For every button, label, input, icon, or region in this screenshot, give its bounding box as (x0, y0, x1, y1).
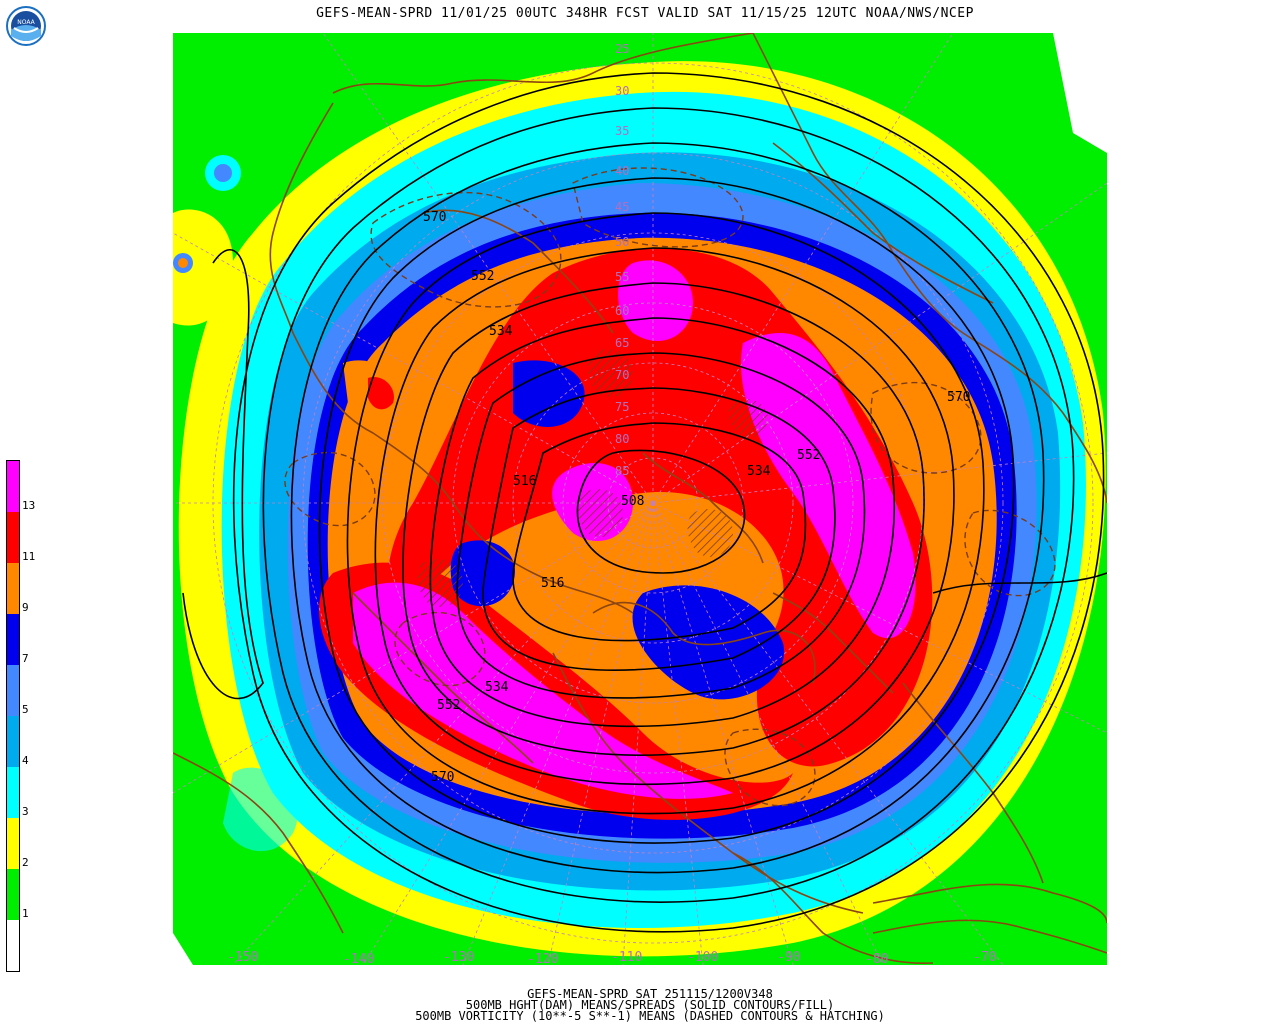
longitude-label: -120 (527, 952, 558, 965)
noaa-logo-icon: NOAA (6, 6, 46, 46)
colorbar-label: 7 (22, 652, 29, 665)
colorbar-swatch (7, 512, 19, 563)
colorbar-label: 9 (22, 601, 29, 614)
colorbar-swatch (7, 614, 19, 665)
colorbar-swatch (7, 920, 19, 971)
longitude-label: -130 (443, 950, 474, 965)
vorticity-hatching (417, 349, 768, 607)
chart-title: GEFS-MEAN-SPRD 11/01/25 00UTC 348HR FCST… (316, 6, 974, 21)
contour-label: 570 (431, 770, 454, 785)
colorbar-swatch (7, 767, 19, 818)
longitude-label: -140 (343, 952, 374, 965)
svg-text:NOAA: NOAA (17, 19, 35, 26)
vorticity-dashed-contours (284, 167, 1056, 807)
latitude-label: 35 (615, 124, 629, 138)
contour-label: 570 (423, 210, 446, 225)
latitude-label: 60 (615, 304, 629, 318)
latitude-label: 55 (615, 270, 629, 284)
latitude-label: 50 (615, 235, 629, 249)
latitude-label: 70 (615, 368, 629, 382)
latitude-labels: 25 30 35 40 45 50 55 60 65 70 75 80 85 (615, 42, 629, 478)
contour-label: 552 (797, 448, 820, 463)
colorbar-label: 2 (22, 856, 29, 869)
contour-label: 534 (489, 324, 513, 339)
longitude-label: -110 (611, 950, 642, 965)
latitude-label: 65 (615, 336, 629, 350)
longitude-label: -70 (973, 950, 996, 965)
longitude-label: -80 (865, 952, 888, 965)
contour-label: 552 (437, 698, 460, 713)
colorbar-label: 4 (22, 754, 29, 767)
longitude-label: -90 (777, 950, 800, 965)
caption-line-2: 500MB HGHT(DAM) MEANS/SPREADS (SOLID CON… (465, 998, 835, 1012)
latitude-label: 75 (615, 400, 629, 414)
latitude-label: 45 (615, 200, 629, 214)
colorbar-label: 5 (22, 703, 29, 716)
longitude-labels: -150 -140 -130 -120 -110 -100 -90 -80 -7… (227, 950, 996, 965)
caption-line-3: 500MB VORTICITY (10**-5 S**-1) MEANS (DA… (415, 1009, 885, 1023)
latitude-label: 30 (615, 84, 629, 98)
contour-label: 516 (513, 474, 536, 489)
colorbar (6, 460, 20, 972)
contour-label: 534 (485, 680, 509, 695)
colorbar-swatch (7, 461, 19, 512)
colorbar-swatch (7, 716, 19, 767)
longitude-label: -100 (687, 950, 718, 965)
height-contours (182, 72, 1107, 933)
latitude-label: 40 (615, 164, 629, 178)
colorbar-label: 3 (22, 805, 29, 818)
colorbar-label: 13 (22, 499, 36, 512)
colorbar-swatch (7, 563, 19, 614)
hemisphere-map: 570 552 534 516 534 552 570 534 552 570 … (173, 33, 1107, 965)
colorbar-label: 11 (22, 550, 36, 563)
contour-labels: 570 552 534 516 534 552 570 534 552 570 … (423, 210, 970, 785)
contour-label: 570 (947, 390, 970, 405)
latitude-label: 25 (615, 42, 629, 56)
colorbar-swatch (7, 665, 19, 716)
caption-line-1: GEFS-MEAN-SPRD SAT 251115/1200V348 (527, 987, 773, 1001)
latlon-grid (173, 33, 1107, 965)
colorbar-swatch (7, 818, 19, 869)
contour-label: 508 (621, 494, 644, 509)
contour-label: 552 (471, 269, 494, 284)
contour-label: 534 (747, 464, 771, 479)
contour-label: 516 (541, 576, 564, 591)
colorbar-swatch (7, 869, 19, 920)
latitude-label: 85 (615, 464, 629, 478)
latitude-label: 80 (615, 432, 629, 446)
colorbar-label: 1 (22, 907, 29, 920)
longitude-label: -150 (227, 950, 258, 965)
